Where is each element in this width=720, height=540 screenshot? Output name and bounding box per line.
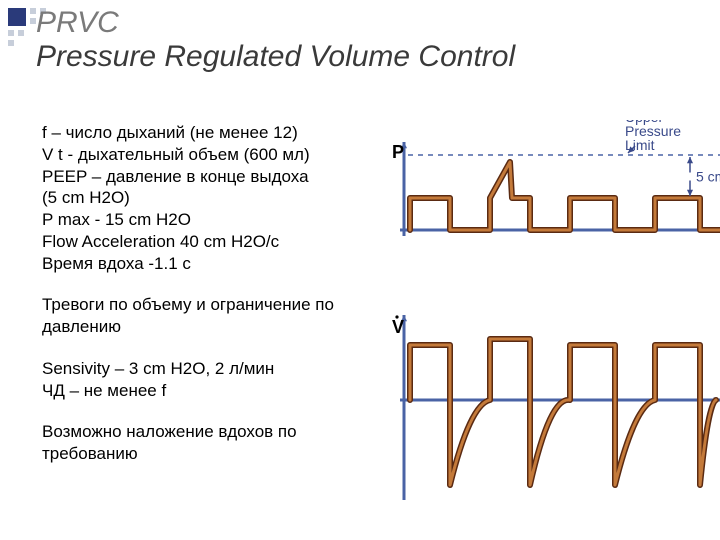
param-line: V t - дыхательный объем (600 мл) (42, 144, 382, 166)
parameters-text: f – число дыханий (не менее 12) V t - ды… (42, 122, 382, 465)
waveform-svg: PUpperPressureLimit5 cmV (390, 120, 720, 520)
param-line: P max - 15 cm H2O (42, 209, 382, 231)
param-line: Тревоги по объему и ограничение по давле… (42, 294, 382, 338)
param-line: PEEP – давление в конце выдоха (42, 166, 382, 188)
param-line: Flow Acceleration 40 cm H2O/с (42, 231, 382, 253)
param-line: (5 cm H2O) (42, 187, 382, 209)
waveform-charts: PUpperPressureLimit5 cmV (390, 120, 720, 520)
svg-text:5 cm: 5 cm (696, 169, 720, 185)
param-line: Возможно наложение вдохов по требованию (42, 421, 382, 465)
param-line: f – число дыханий (не менее 12) (42, 122, 382, 144)
title-acronym: PRVC (36, 6, 710, 40)
param-line: Sensivity – 3 cm H2O, 2 л/мин (42, 358, 382, 380)
svg-text:P: P (392, 142, 404, 162)
title-full: Pressure Regulated Volume Control (36, 40, 710, 74)
param-line: Время вдоха -1.1 с (42, 253, 382, 275)
svg-text:V: V (392, 317, 404, 337)
title-block: PRVC Pressure Regulated Volume Control (36, 6, 710, 74)
param-line: ЧД – не менее f (42, 380, 382, 402)
